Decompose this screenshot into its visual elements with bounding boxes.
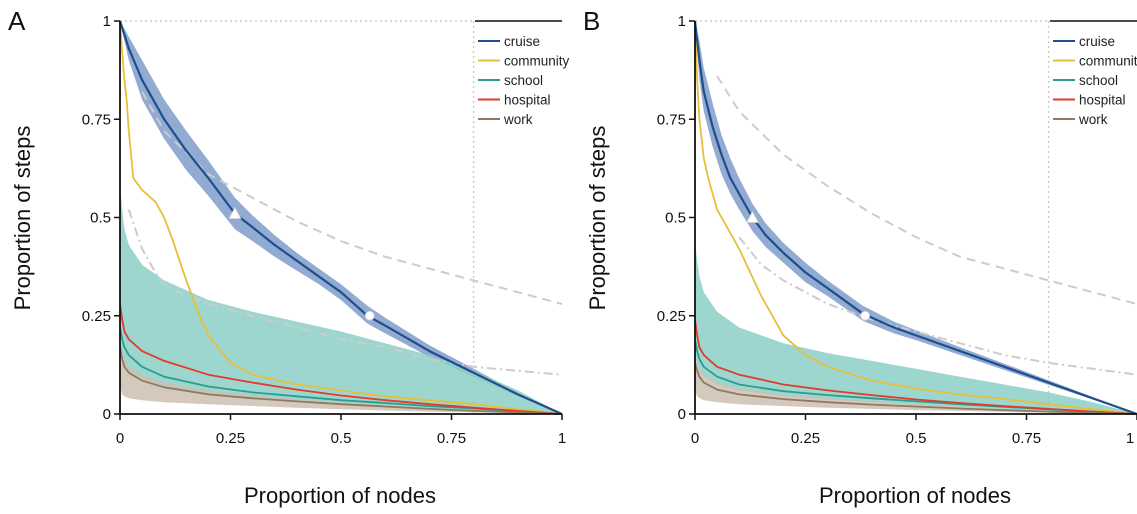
- y-axis-title: Proportion of steps: [10, 126, 35, 311]
- series-line-community: [694, 20, 1137, 415]
- marker-circle: [860, 310, 871, 321]
- band-work: [695, 351, 1137, 414]
- band-work: [120, 339, 562, 414]
- plot-area: 0 0.25 0.5 0.75 1 0 0.25 0.5 0.75 1 cruise communit…: [657, 13, 1137, 447]
- y-axis-title: Proportion of steps: [585, 126, 610, 311]
- y-tick-label: 0: [103, 406, 111, 423]
- y-tick-label: 0.5: [90, 210, 111, 227]
- x-tick-label: 0: [116, 430, 124, 447]
- y-tick-label: 0.5: [665, 210, 686, 227]
- series-line-cruise: [118, 20, 563, 416]
- y-tick-label: 0.25: [657, 308, 686, 325]
- legend-label-community: community: [504, 54, 570, 69]
- legend-background: [475, 21, 562, 133]
- marker-circle: [364, 310, 375, 321]
- y-tick-label: 0.75: [657, 111, 686, 128]
- x-tick-label: 0.25: [216, 430, 245, 447]
- x-tick-label: 1: [1126, 430, 1134, 447]
- x-axis-title: Proportion of nodes: [819, 483, 1011, 508]
- legend-label-community: community: [1079, 54, 1137, 69]
- series-line-work: [694, 362, 1137, 415]
- panel-a: A Proportion of nodes Proportion of step…: [8, 6, 570, 508]
- reference-curve-dash-dot: [127, 209, 563, 376]
- legend: cruise community school hospital work: [1050, 20, 1137, 133]
- x-axis-title: Proportion of nodes: [244, 483, 436, 508]
- series-line-hospital: [119, 303, 563, 415]
- x-tick-label: 0.5: [331, 430, 352, 447]
- reference-curve-dashed: [141, 91, 563, 305]
- panel-b: B Proportion of nodes Proportion of step…: [583, 6, 1137, 508]
- panel-label: A: [8, 6, 26, 36]
- band-school: [120, 186, 562, 414]
- y-tick-label: 0.25: [82, 308, 111, 325]
- x-tick-label: 0.75: [437, 430, 466, 447]
- x-tick-label: 0.5: [906, 430, 927, 447]
- legend-label-work: work: [1078, 112, 1108, 127]
- series-line-cruise: [693, 20, 1137, 416]
- x-tick-label: 0: [691, 430, 699, 447]
- y-tick-label: 0: [678, 406, 686, 423]
- marker-triangle: [745, 210, 760, 223]
- legend-label-cruise: cruise: [504, 34, 540, 49]
- series-line-school: [119, 327, 563, 415]
- legend-label-school: school: [504, 73, 543, 88]
- legend-label-school: school: [1079, 73, 1118, 88]
- y-tick-label: 0.75: [82, 111, 111, 128]
- legend-background: [1050, 21, 1137, 133]
- x-tick-label: 0.75: [1012, 430, 1041, 447]
- reference-curve-dash-dot: [738, 236, 1137, 376]
- series-line-hospital: [694, 319, 1137, 415]
- reference-curve-dashed: [716, 75, 1137, 305]
- legend-label-hospital: hospital: [504, 93, 551, 108]
- series-line-community: [119, 20, 563, 415]
- panel-label: B: [583, 6, 600, 36]
- series-line-work: [119, 347, 563, 415]
- x-tick-label: 0.25: [791, 430, 820, 447]
- legend-label-work: work: [503, 112, 533, 127]
- band-school: [695, 241, 1137, 414]
- plot-area: 0 0.25 0.5 0.75 1 0 0.25 0.5 0.75 1 cruise communit…: [82, 13, 570, 447]
- legend-label-hospital: hospital: [1079, 93, 1126, 108]
- y-tick-label: 1: [678, 13, 686, 30]
- legend-label-cruise: cruise: [1079, 34, 1115, 49]
- x-tick-label: 1: [558, 430, 566, 447]
- legend: cruise community school hospital work: [475, 20, 570, 133]
- marker-triangle: [228, 206, 242, 219]
- y-tick-label: 1: [103, 13, 111, 30]
